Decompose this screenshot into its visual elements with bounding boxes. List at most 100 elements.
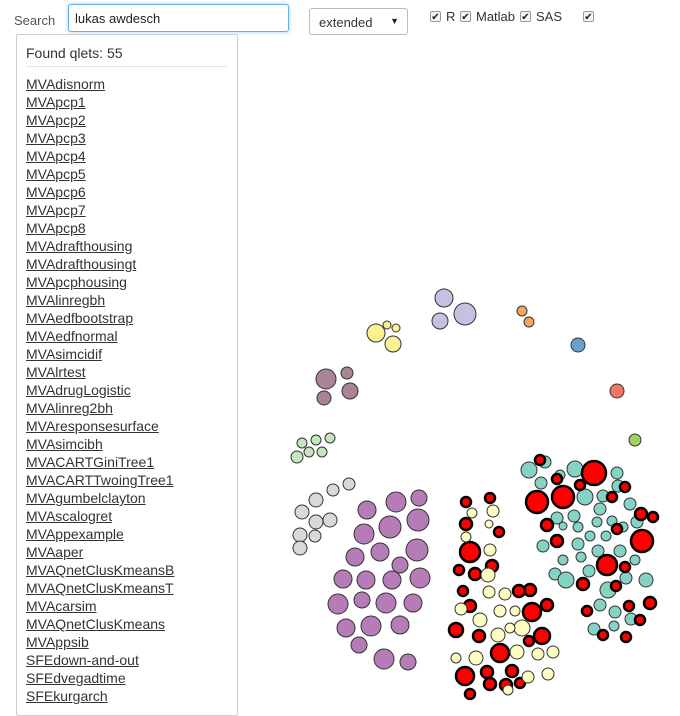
bubble[interactable]	[646, 510, 660, 524]
bubble[interactable]	[490, 627, 506, 643]
bubble[interactable]	[391, 323, 401, 333]
qlet-link[interactable]: MVACARTTwoingTree1	[26, 472, 174, 488]
bubble[interactable]	[454, 665, 476, 687]
bubble[interactable]	[356, 570, 376, 590]
bubble[interactable]	[482, 585, 496, 599]
bubble[interactable]	[546, 645, 560, 659]
bubble[interactable]	[550, 472, 564, 486]
bubble[interactable]	[504, 622, 516, 634]
bubble[interactable]	[410, 489, 428, 507]
bubble[interactable]	[534, 476, 548, 490]
bubble[interactable]	[450, 652, 462, 664]
qlet-link[interactable]: MVAlinreg2bh	[26, 400, 113, 416]
qlet-link[interactable]: MVAdrafthousing	[26, 238, 133, 254]
bubble[interactable]	[509, 644, 525, 660]
bubble[interactable]	[513, 619, 531, 637]
bubble[interactable]	[502, 684, 514, 696]
bubble[interactable]	[357, 500, 377, 520]
bubble[interactable]	[532, 626, 552, 646]
bubble[interactable]	[482, 676, 498, 692]
bubble[interactable]	[308, 492, 324, 508]
bubble[interactable]	[405, 538, 429, 562]
qlet-link[interactable]: MVApcp3	[26, 130, 86, 146]
qlet-link[interactable]: MVApcp4	[26, 148, 86, 164]
bubble[interactable]	[483, 491, 497, 505]
bubble[interactable]	[483, 543, 497, 557]
qlet-link[interactable]: MVAQnetClusKmeans	[26, 616, 166, 632]
bubble[interactable]	[458, 516, 474, 532]
bubble[interactable]	[591, 516, 603, 528]
qlet-link[interactable]: MVAaper	[26, 544, 84, 560]
qlet-link[interactable]: MVAppexample	[26, 526, 124, 542]
bubble[interactable]	[591, 544, 605, 558]
bubble[interactable]	[557, 554, 569, 566]
bubble[interactable]	[618, 560, 632, 574]
bubble[interactable]	[345, 547, 365, 567]
bubble[interactable]	[373, 648, 395, 670]
bubble[interactable]	[310, 434, 322, 446]
bubble[interactable]	[575, 551, 587, 563]
qlet-link[interactable]: SFEdown-and-out	[26, 652, 139, 668]
bubble[interactable]	[539, 517, 555, 533]
bubble[interactable]	[619, 630, 633, 644]
bubble[interactable]	[516, 305, 528, 317]
bubble[interactable]	[521, 601, 543, 623]
bubble[interactable]	[350, 636, 368, 654]
bubble[interactable]	[608, 620, 620, 632]
bubble[interactable]	[360, 615, 382, 637]
bubble[interactable]	[390, 615, 410, 635]
bubble[interactable]	[493, 604, 507, 618]
bubble[interactable]	[622, 599, 636, 613]
bubble[interactable]	[618, 480, 632, 494]
bubble[interactable]	[409, 567, 431, 589]
qlet-link[interactable]: MVAlrtest	[26, 364, 86, 380]
bubble[interactable]	[327, 593, 349, 615]
bubble[interactable]	[511, 583, 527, 599]
bubble[interactable]	[522, 634, 536, 648]
qlet-link[interactable]: MVAlinregbh	[26, 292, 106, 308]
bubble[interactable]	[452, 563, 466, 577]
bubble[interactable]	[593, 502, 607, 516]
bubble[interactable]	[316, 446, 328, 458]
bubble[interactable]	[292, 527, 308, 543]
qlet-link[interactable]: MVApcp2	[26, 112, 86, 128]
bubble[interactable]	[558, 521, 568, 531]
bubble[interactable]	[303, 446, 315, 458]
bubble[interactable]	[447, 621, 465, 639]
bubble[interactable]	[610, 522, 624, 536]
bubble[interactable]	[382, 320, 392, 330]
qlet-link[interactable]: MVAQnetClusKmeansB	[26, 562, 175, 578]
bubble[interactable]	[582, 564, 596, 578]
bubble[interactable]	[467, 566, 483, 582]
bubble[interactable]	[315, 368, 337, 390]
bubble[interactable]	[566, 460, 584, 478]
bubble[interactable]	[308, 514, 324, 530]
bubble[interactable]	[378, 515, 402, 539]
bubble[interactable]	[587, 622, 601, 636]
bubble[interactable]	[557, 571, 575, 589]
bubble[interactable]	[468, 650, 484, 666]
qlet-link[interactable]: MVAQnetClusKmeansT	[26, 580, 174, 596]
qlet-link[interactable]: MVApcp5	[26, 166, 86, 182]
bubble[interactable]	[353, 523, 375, 545]
bubble[interactable]	[549, 533, 565, 549]
bubble[interactable]	[375, 592, 397, 614]
bubble[interactable]	[600, 530, 612, 542]
qlet-link[interactable]: MVAedfnormal	[26, 328, 118, 344]
qlet-link[interactable]: MVAdrugLogistic	[26, 382, 131, 398]
bubble[interactable]	[434, 288, 454, 308]
bubble[interactable]	[471, 628, 487, 644]
bubble[interactable]	[292, 540, 308, 556]
bubble[interactable]	[550, 484, 576, 510]
bubble[interactable]	[431, 312, 449, 330]
qlet-link[interactable]: MVAsimcidif	[26, 346, 102, 362]
bubble[interactable]	[341, 382, 359, 400]
bubble[interactable]	[531, 647, 545, 661]
bubble[interactable]	[541, 667, 555, 681]
bubble[interactable]	[498, 587, 512, 601]
bubble[interactable]	[524, 489, 550, 515]
qlet-link[interactable]: MVACARTGiniTree1	[26, 454, 155, 470]
bubble[interactable]	[326, 483, 340, 497]
bubble[interactable]	[385, 491, 407, 513]
bubble[interactable]	[642, 595, 658, 611]
